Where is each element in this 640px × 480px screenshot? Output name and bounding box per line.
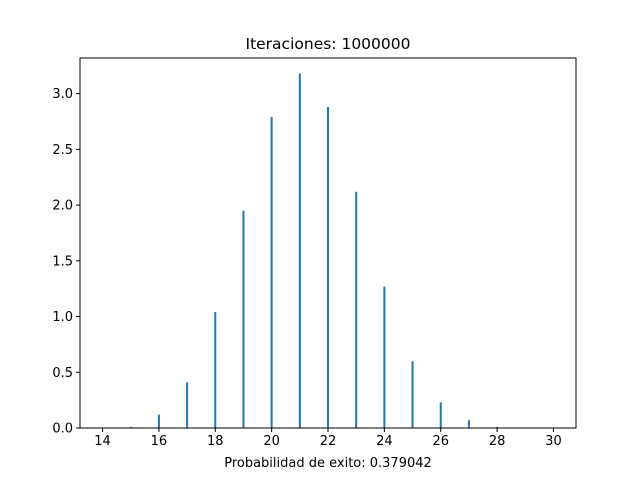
y-tick-label: 1.0 <box>52 310 73 325</box>
bars-group <box>129 73 499 428</box>
x-tick-label: 18 <box>207 434 224 449</box>
y-tick-label: 1.5 <box>52 254 73 269</box>
y-tick-label: 3.0 <box>52 87 73 102</box>
y-tick-label: 0.5 <box>52 366 73 381</box>
x-tick-label: 14 <box>94 434 111 449</box>
x-tick-label: 26 <box>432 434 449 449</box>
y-tick-label: 2.0 <box>52 199 73 214</box>
y-tick-label: 0.0 <box>52 422 73 437</box>
histogram-bar <box>439 402 442 428</box>
histogram-bar <box>242 210 245 428</box>
histogram-bar <box>129 426 132 428</box>
histogram-bar <box>298 73 301 428</box>
histogram-bar <box>270 117 273 428</box>
histogram-bar <box>327 107 329 428</box>
histogram-bar <box>467 420 470 428</box>
histogram-bar <box>186 382 189 428</box>
histogram-bar <box>157 414 160 428</box>
x-tick-label: 24 <box>376 434 393 449</box>
x-tick-label: 28 <box>489 434 506 449</box>
x-tick-label: 16 <box>151 434 168 449</box>
histogram-bar <box>496 426 499 428</box>
histogram-bar <box>214 312 217 428</box>
x-tick-label: 20 <box>263 434 280 449</box>
y-axis-ticks: 0.0 0.5 1.0 1.5 2.0 2.5 3.0 <box>52 87 80 437</box>
histogram-bar <box>355 191 358 428</box>
histogram-bar <box>411 361 414 428</box>
chart-title: Iteraciones: 1000000 <box>246 35 411 53</box>
x-tick-label: 30 <box>545 434 562 449</box>
plot-frame <box>79 57 577 429</box>
x-axis-ticks: 14 16 18 20 22 24 26 28 30 <box>94 428 562 449</box>
y-tick-label: 2.5 <box>52 143 73 158</box>
x-tick-label: 22 <box>320 434 337 449</box>
x-axis-label: Probabilidad de exito: 0.379042 <box>224 456 432 471</box>
histogram-bar <box>383 286 386 428</box>
